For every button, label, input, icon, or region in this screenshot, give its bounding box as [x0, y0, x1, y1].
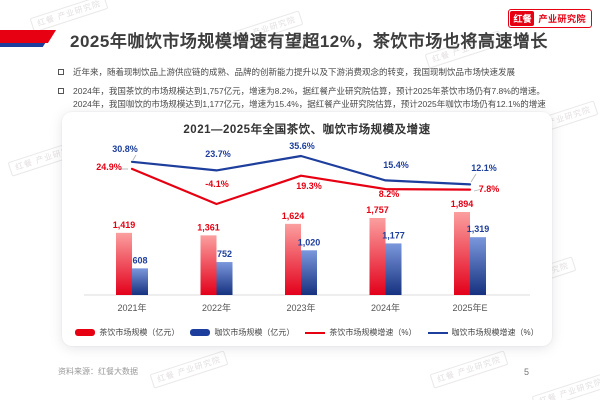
- brand-logo-badge: 红餐: [510, 11, 535, 26]
- bullet-text: 近年来，随着现制饮品上游供应链的成熟、品牌的创新能力提升以及下游消费观念的转变，…: [73, 67, 516, 77]
- chart-card: 2021—2025年全国茶饮、咖饮市场规模及增速 1,419 608 2021年 1,…: [62, 112, 552, 346]
- bullet-list: 近年来，随着现制饮品上游供应链的成熟、品牌的创新能力提升以及下游消费观念的转变，…: [58, 66, 595, 117]
- bullet-line: 2024年，我国茶饮的市场规模达到1,757亿元，增速为8.2%，据红餐产业研究…: [73, 86, 545, 97]
- growth-label-coffee: 35.6%: [289, 141, 315, 151]
- legend-swatch-tea-line-icon: [305, 331, 326, 334]
- bullet-line: 2024年，我国咖饮的市场规模达到1,177亿元，增速为15.4%，据红餐产业研…: [73, 98, 546, 109]
- legend-item-coffee-bar: 咖饮市场规模（亿元）: [190, 327, 294, 338]
- flag-blue-shape: [0, 43, 46, 47]
- brand-logo: 红餐 产业研究院: [508, 9, 592, 28]
- bar-label-tea: 1,624: [282, 211, 305, 221]
- watermark: 红餐 产业研究院: [429, 350, 509, 389]
- page-title: 2025年咖饮市场规模增速有望超12%，茶饮市场也将高速增长: [70, 32, 548, 51]
- growth-label-tea: -4.1%: [205, 179, 229, 189]
- growth-label-coffee: 15.4%: [383, 160, 409, 170]
- growth-line-coffee: [130, 154, 472, 186]
- growth-line-tea: [130, 167, 472, 206]
- brand-logo-text: 产业研究院: [538, 14, 586, 24]
- legend-label: 咖饮市场规模（亿元）: [214, 328, 295, 337]
- watermark: 红餐 产业研究院: [149, 350, 229, 389]
- bullet-square-icon: [58, 88, 64, 95]
- x-axis-tick-label: 2023年: [286, 302, 315, 313]
- bar-tea-2021年: [116, 232, 132, 295]
- bar-coffee-2021年: [132, 268, 148, 295]
- legend-label: 茶饮市场规模（亿元）: [99, 328, 180, 337]
- watermark: 红餐 产业研究院: [531, 372, 600, 400]
- bar-label-tea: 1,419: [113, 220, 136, 230]
- legend-item-tea-bar: 茶饮市场规模（亿元）: [75, 327, 179, 338]
- bar-label-tea: 1,361: [197, 222, 220, 232]
- bar-label-coffee: 1,177: [382, 230, 405, 240]
- bar-label-coffee: 1,319: [467, 224, 490, 234]
- bar-label-coffee: 1,020: [298, 237, 321, 247]
- x-axis-tick-label: 2022年: [202, 302, 231, 313]
- growth-label-coffee: 12.1%: [471, 163, 497, 173]
- bullet-text: 2024年，我国茶饮的市场规模达到1,757亿元，增速为8.2%，据红餐产业研究…: [73, 85, 546, 110]
- legend-label: 咖饮市场规模增速（%）: [451, 328, 539, 337]
- bar-coffee-2024年: [385, 243, 402, 295]
- bar-coffee-2023年: [301, 250, 317, 295]
- growth-label-coffee: 30.8%: [112, 144, 138, 154]
- growth-label-tea: 8.2%: [379, 189, 400, 199]
- bar-tea-2023年: [285, 223, 301, 295]
- x-axis-tick-label: 2021年: [117, 302, 146, 313]
- label-leader-line: [473, 189, 481, 192]
- chart-title: 2021—2025年全国茶饮、咖饮市场规模及增速: [183, 124, 431, 136]
- x-axis-tick-label: 2024年: [371, 302, 400, 313]
- bullet-square-icon: [58, 69, 64, 75]
- legend-item-tea-growth: 茶饮市场规模增速（%）: [305, 327, 417, 338]
- growth-label-coffee: 23.7%: [205, 149, 231, 159]
- page-number: 5: [524, 367, 530, 377]
- bar-coffee-2025年E: [470, 237, 486, 295]
- bar-tea-2024年: [369, 218, 386, 295]
- legend-label: 茶饮市场规模增速（%）: [329, 328, 417, 337]
- bar-tea-2025年E: [454, 212, 470, 295]
- bar-tea-2022年: [200, 235, 217, 295]
- bar-label-tea: 1,757: [366, 205, 389, 215]
- bar-label-tea: 1,894: [451, 199, 474, 209]
- bar-label-coffee: 608: [132, 255, 147, 265]
- bar-coffee-2022年: [216, 262, 233, 295]
- legend-swatch-coffee-bar-icon: [190, 329, 211, 336]
- label-leader-line: [470, 173, 477, 183]
- x-axis-tick-label: 2025年E: [452, 302, 487, 313]
- label-leader-line: [132, 154, 137, 161]
- growth-label-tea: 19.3%: [296, 181, 322, 191]
- flag-red-shape: [0, 30, 57, 43]
- legend-swatch-tea-bar-icon: [75, 329, 96, 336]
- legend-swatch-coffee-line-icon: [427, 331, 448, 334]
- market-size-growth-chart: 1,419 608 2021年 1,361 752 2022年 1,624 1,020 2023…: [84, 141, 530, 313]
- bullet-item: 2024年，我国茶饮的市场规模达到1,757亿元，增速为8.2%，据红餐产业研究…: [58, 85, 595, 110]
- bullet-item: 近年来，随着现制饮品上游供应链的成熟、品牌的创新能力提升以及下游消费观念的转变，…: [58, 66, 595, 78]
- growth-label-tea: 24.9%: [96, 162, 122, 172]
- bar-label-coffee: 752: [217, 249, 232, 259]
- chart-legend: 茶饮市场规模（亿元） 咖饮市场规模（亿元） 茶饮市场规模增速（%） 咖饮市场规模…: [62, 327, 552, 338]
- growth-label-tea: 7.8%: [479, 184, 500, 194]
- legend-item-coffee-growth: 咖饮市场规模增速（%）: [427, 327, 539, 338]
- title-accent-flag-icon: [0, 30, 57, 47]
- source-note: 资料来源：红餐大数据: [58, 367, 138, 376]
